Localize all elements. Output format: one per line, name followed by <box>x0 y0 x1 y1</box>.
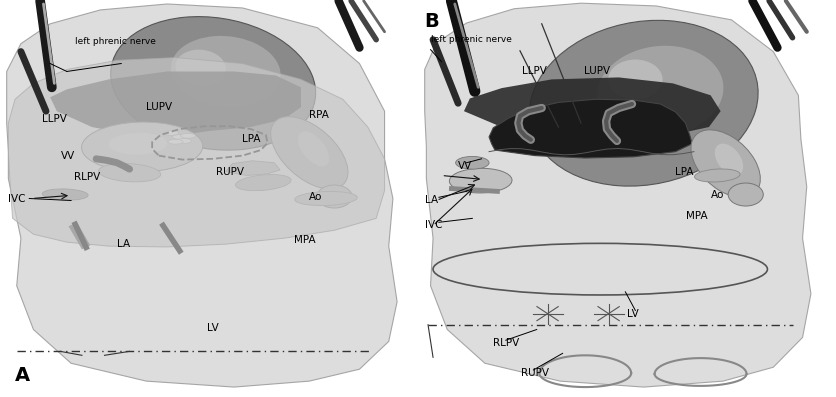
Ellipse shape <box>271 117 348 189</box>
Ellipse shape <box>171 36 281 107</box>
Text: RLPV: RLPV <box>493 338 519 349</box>
Text: MPA: MPA <box>686 211 707 222</box>
Ellipse shape <box>609 60 662 99</box>
Ellipse shape <box>598 46 723 137</box>
Text: IVC: IVC <box>8 193 26 204</box>
Ellipse shape <box>99 164 161 182</box>
Polygon shape <box>50 71 301 137</box>
Text: left phrenic nerve: left phrenic nerve <box>431 35 512 44</box>
Text: LPA: LPA <box>242 134 261 144</box>
Polygon shape <box>69 222 90 249</box>
Text: LPA: LPA <box>675 167 694 177</box>
Ellipse shape <box>695 169 740 182</box>
Text: RUPV: RUPV <box>216 166 243 177</box>
Text: IVC: IVC <box>425 220 442 231</box>
Ellipse shape <box>728 183 763 206</box>
Text: LA: LA <box>117 239 130 249</box>
Polygon shape <box>489 99 692 158</box>
Ellipse shape <box>298 131 329 166</box>
Text: LLPV: LLPV <box>522 66 547 76</box>
Ellipse shape <box>110 17 316 150</box>
Ellipse shape <box>164 131 179 135</box>
Text: VV: VV <box>458 160 472 171</box>
Ellipse shape <box>176 50 226 85</box>
Ellipse shape <box>172 135 187 139</box>
Text: LA: LA <box>425 195 438 206</box>
Ellipse shape <box>82 122 202 172</box>
Text: RLPV: RLPV <box>74 172 99 182</box>
Text: RPA: RPA <box>309 110 329 120</box>
Text: MPA: MPA <box>294 235 316 245</box>
Text: B: B <box>425 12 440 31</box>
Polygon shape <box>7 4 397 387</box>
Ellipse shape <box>181 133 196 138</box>
Text: A: A <box>15 366 30 385</box>
Ellipse shape <box>168 139 183 144</box>
Ellipse shape <box>109 133 167 155</box>
Polygon shape <box>425 3 811 387</box>
Text: Ao: Ao <box>711 190 724 200</box>
Ellipse shape <box>43 189 88 200</box>
Ellipse shape <box>236 175 291 191</box>
Text: VV: VV <box>61 150 75 161</box>
Text: LV: LV <box>207 322 219 333</box>
Ellipse shape <box>715 144 743 175</box>
Ellipse shape <box>176 139 191 143</box>
Text: LLPV: LLPV <box>42 114 67 124</box>
Ellipse shape <box>450 168 512 193</box>
Ellipse shape <box>295 191 357 206</box>
Ellipse shape <box>529 20 758 186</box>
Polygon shape <box>226 161 280 175</box>
Text: LUPV: LUPV <box>584 66 609 76</box>
Ellipse shape <box>317 185 352 208</box>
Text: LV: LV <box>627 308 639 319</box>
Ellipse shape <box>691 130 760 197</box>
Text: LUPV: LUPV <box>146 102 172 112</box>
Text: left phrenic nerve: left phrenic nerve <box>75 37 156 46</box>
Polygon shape <box>8 58 385 247</box>
Text: RUPV: RUPV <box>521 368 548 378</box>
Polygon shape <box>464 77 721 141</box>
Text: Ao: Ao <box>309 191 323 202</box>
Ellipse shape <box>456 156 489 169</box>
